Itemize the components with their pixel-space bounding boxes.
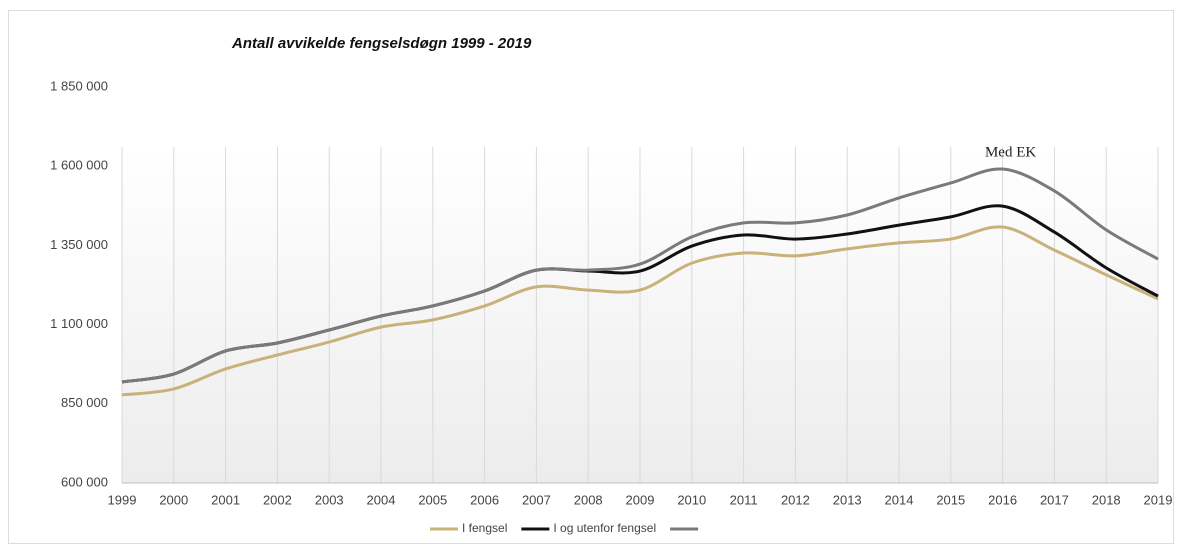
x-tick-label: 2011 <box>730 492 758 507</box>
x-tick-label: 2009 <box>626 492 655 507</box>
y-tick-label: 850 000 <box>61 395 108 410</box>
legend-label: I og utenfor fengsel <box>553 521 656 535</box>
legend-label: I fengsel <box>462 521 507 535</box>
x-tick-label: 2010 <box>677 492 706 507</box>
x-tick-label: 2017 <box>1040 492 1069 507</box>
series-line <box>121 225 1159 397</box>
x-tick-label: 2019 <box>1144 492 1173 507</box>
y-tick-label: 1 600 000 <box>50 158 108 173</box>
x-tick-label: 2005 <box>418 492 447 507</box>
y-tick-label: 1 850 000 <box>50 78 108 93</box>
x-tick-label: 2014 <box>885 492 914 507</box>
x-tick-label: 2018 <box>1092 492 1121 507</box>
x-tick-label: 2006 <box>470 492 499 507</box>
x-tick-label: 2007 <box>522 492 551 507</box>
annotation: Med EK <box>985 144 1036 160</box>
x-tick-label: 2004 <box>367 492 396 507</box>
y-tick-label: 1 100 000 <box>50 316 108 331</box>
y-tick-label: 1 350 000 <box>50 237 108 252</box>
x-tick-label: 2012 <box>781 492 810 507</box>
x-tick-label: 2013 <box>833 492 862 507</box>
x-tick-label: 2008 <box>574 492 603 507</box>
x-tick-label: 2000 <box>159 492 188 507</box>
x-tick-label: 2015 <box>936 492 965 507</box>
chart-title: Antall avvikelde fengselsdøgn 1999 - 201… <box>231 35 532 52</box>
series-line <box>121 167 1159 384</box>
x-tick-label: 1999 <box>108 492 137 507</box>
x-tick-label: 2002 <box>263 492 292 507</box>
x-tick-label: 2003 <box>315 492 344 507</box>
frame <box>8 10 1174 544</box>
x-tick-label: 2016 <box>988 492 1017 507</box>
y-tick-label: 600 000 <box>61 474 108 489</box>
x-tick-label: 2001 <box>211 492 240 507</box>
